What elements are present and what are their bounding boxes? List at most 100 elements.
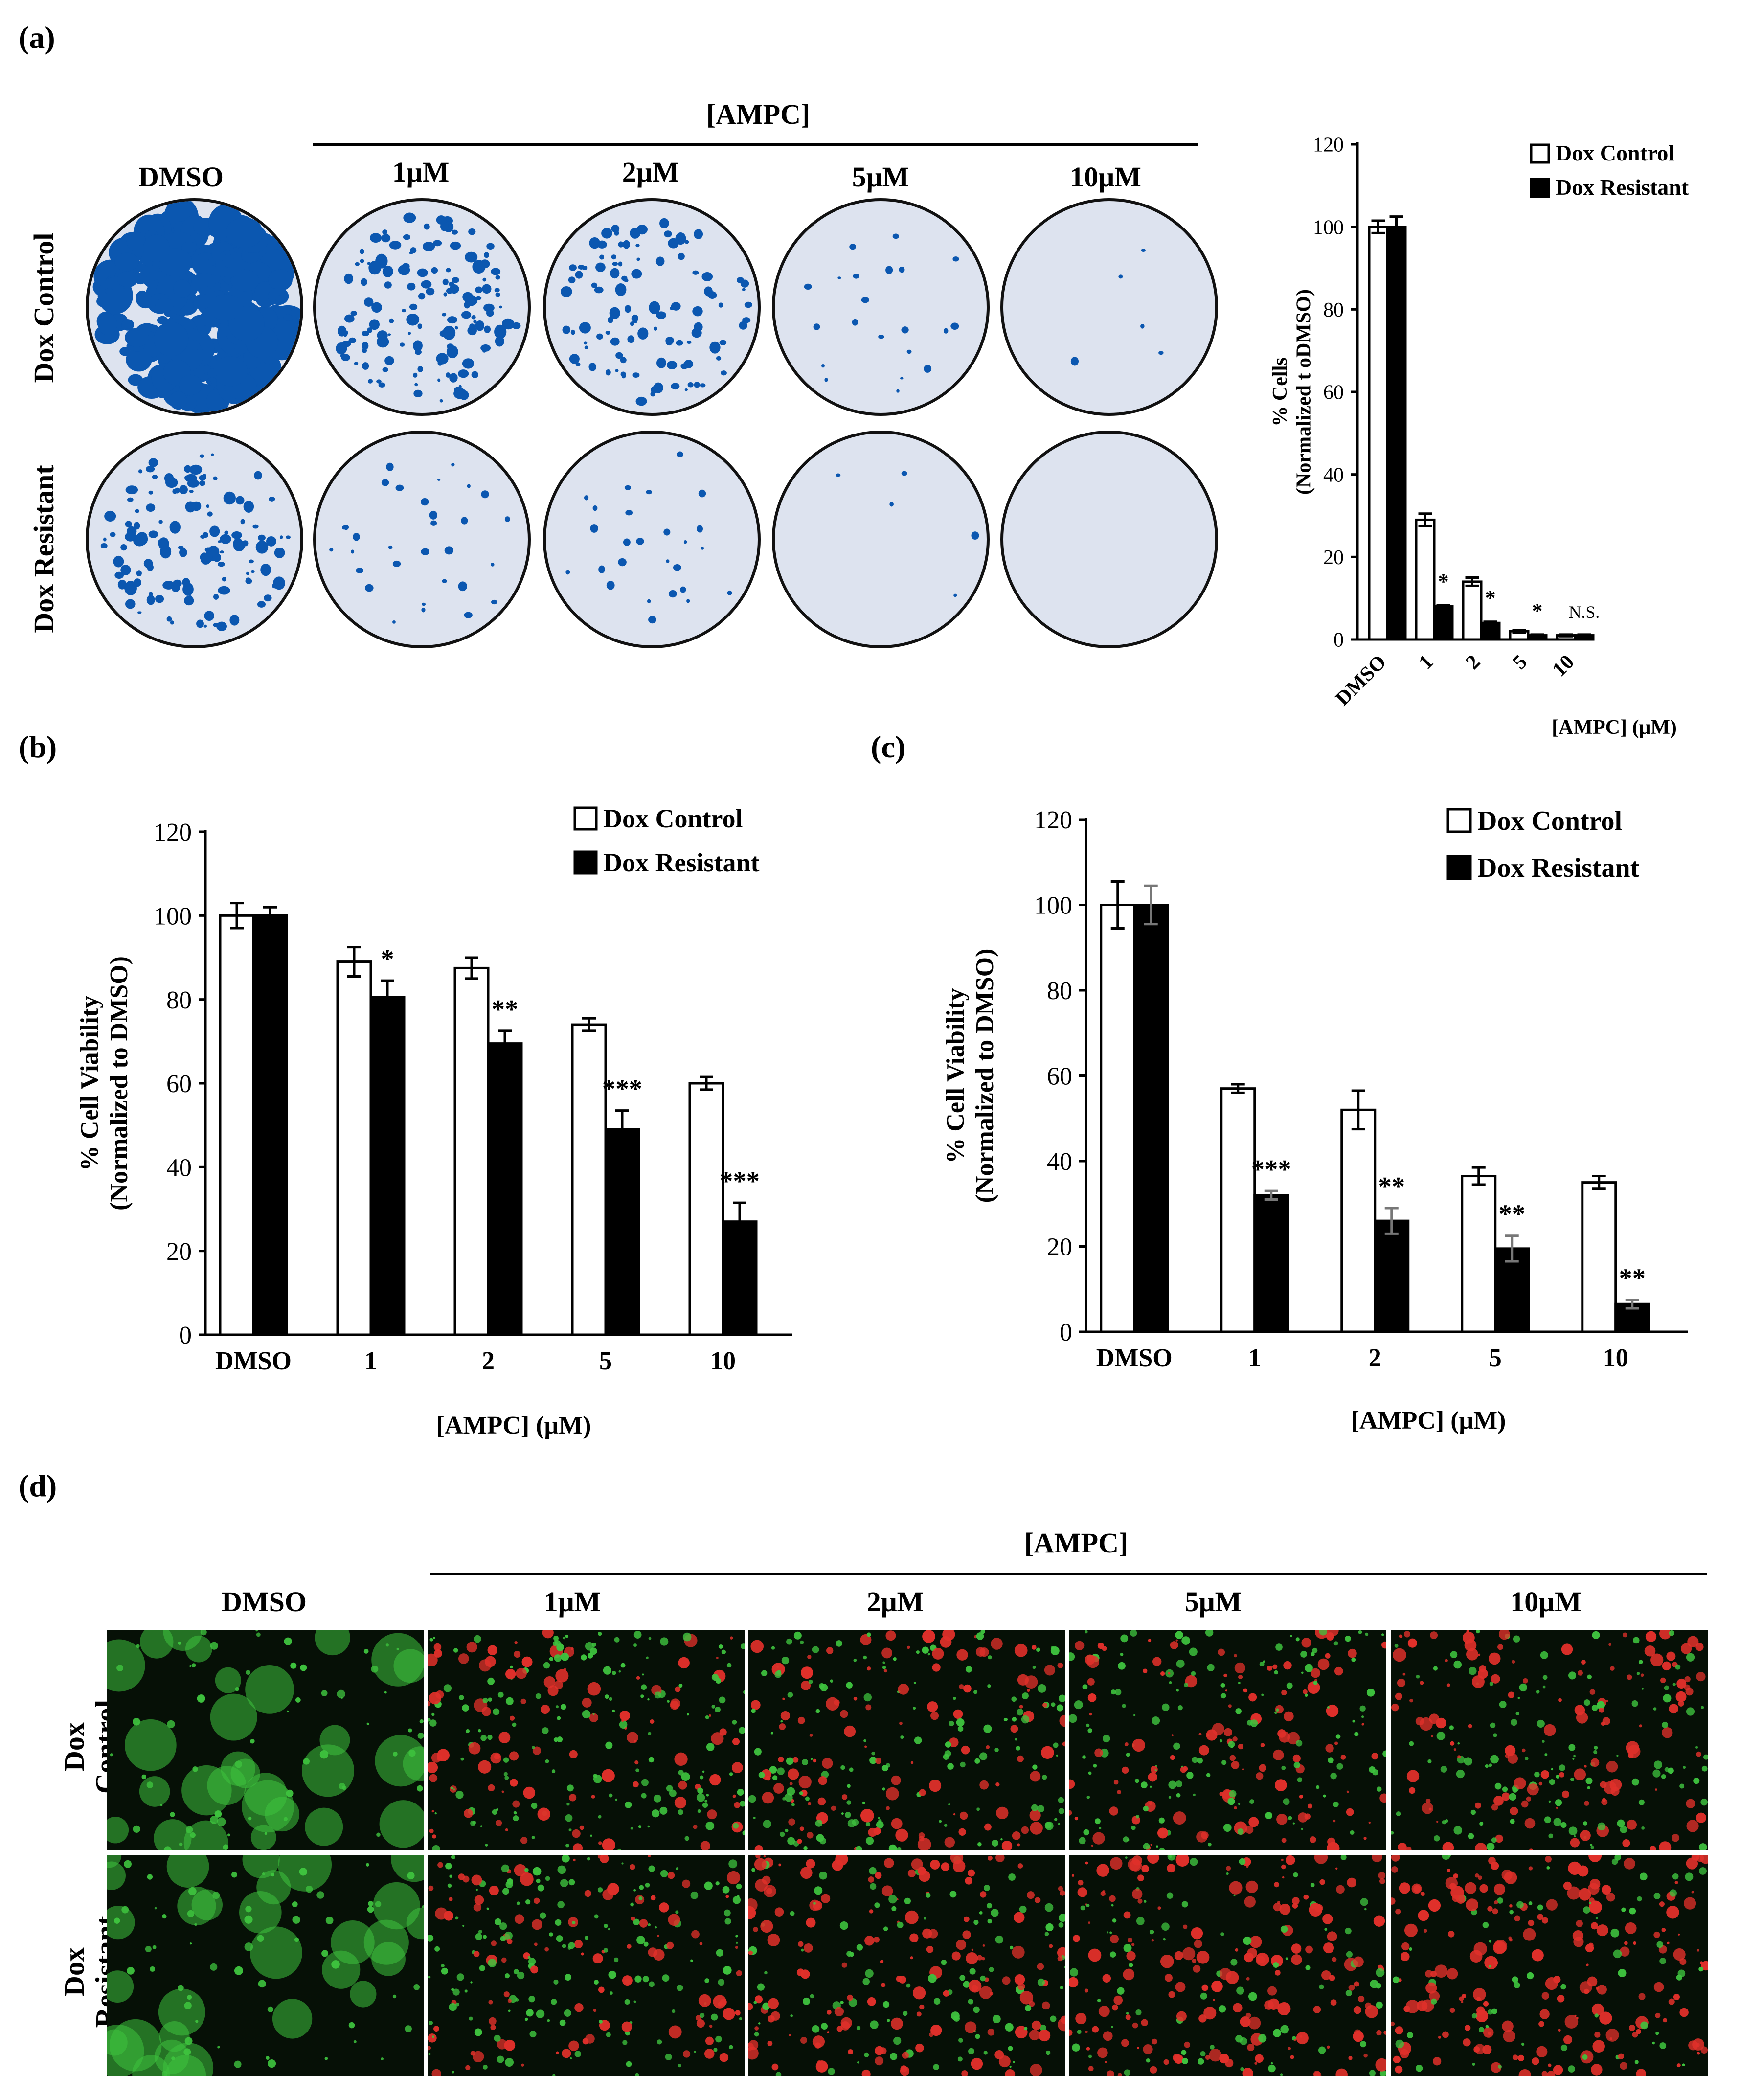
live-cell — [292, 1901, 298, 1907]
dead-cell — [1393, 1648, 1406, 1662]
dead-cell — [1368, 1821, 1371, 1824]
live-cell — [743, 1690, 745, 1694]
live-cell — [1637, 1896, 1642, 1902]
live-cell — [371, 1941, 406, 1976]
live-cell — [450, 1786, 453, 1789]
colony — [421, 607, 426, 613]
colony — [605, 369, 611, 376]
dead-cell — [501, 1790, 504, 1793]
colony — [601, 228, 612, 239]
dead-cell — [1413, 1885, 1421, 1893]
live-cell — [536, 2009, 545, 2018]
live-cell — [597, 1631, 602, 1636]
y-tick-label: 100 — [1313, 216, 1344, 239]
live-cell — [636, 1936, 645, 1944]
dead-cell — [1474, 1843, 1487, 1850]
dead-cell — [1058, 2018, 1065, 2032]
live-cell — [197, 1694, 205, 1703]
colony — [906, 349, 912, 354]
dead-cell — [881, 1983, 886, 1987]
x-tick-label: 2 — [482, 1347, 495, 1375]
colony — [625, 510, 633, 516]
colony — [582, 265, 588, 270]
dead-cell — [429, 1692, 441, 1705]
dead-cell — [1644, 1645, 1656, 1657]
dead-cell — [1219, 1792, 1224, 1796]
dead-cell — [835, 1855, 848, 1866]
live-cell — [1381, 1633, 1384, 1636]
live-cell — [562, 1855, 570, 1863]
live-cell — [1639, 1872, 1648, 1881]
colony — [432, 240, 442, 247]
dead-cell — [968, 1869, 975, 1877]
dead-cell — [1151, 1766, 1158, 1773]
live-cell — [704, 1881, 713, 1890]
live-cell — [916, 1650, 920, 1654]
live-cell — [924, 1917, 926, 1920]
dead-cell — [1673, 1948, 1686, 1961]
live-cell — [736, 1941, 738, 1944]
dead-cell — [1291, 1943, 1302, 1954]
live-cell — [836, 1640, 843, 1647]
dead-cell — [1510, 1806, 1518, 1816]
live-cell — [810, 1994, 814, 1999]
live-cell — [559, 2019, 566, 2026]
dead-cell — [1543, 1724, 1556, 1736]
colony — [565, 570, 570, 575]
dead-cell — [1395, 2026, 1403, 2035]
dead-cell — [1170, 1755, 1175, 1760]
colony — [744, 301, 752, 308]
dead-cell — [556, 2051, 559, 2054]
live-cell — [1548, 1800, 1551, 1803]
dead-cell — [860, 1808, 874, 1823]
dead-cell — [629, 1864, 635, 1870]
dead-cell — [668, 2025, 682, 2039]
colony — [125, 485, 138, 495]
dead-cell — [1568, 1861, 1582, 1875]
live-cell — [1391, 1831, 1394, 1835]
live-cell — [620, 1663, 626, 1668]
dead-cell — [1450, 1741, 1455, 1746]
dead-cell — [986, 1745, 990, 1749]
live-cell — [1126, 2012, 1129, 2015]
live-cell — [704, 1978, 710, 1983]
significance-label: ** — [1378, 1171, 1405, 1201]
dead-cell — [1537, 1914, 1544, 1920]
dead-cell — [1610, 1666, 1615, 1671]
dead-cell — [1493, 1940, 1508, 1954]
live-cell — [1135, 1815, 1140, 1819]
live-cell — [1226, 1872, 1229, 1875]
live-cell — [532, 1867, 542, 1876]
live-cell — [1629, 1907, 1636, 1915]
live-cell — [487, 1735, 493, 1740]
dead-cell — [1540, 1770, 1550, 1779]
live-cell — [1143, 1843, 1150, 1850]
dead-cell — [1150, 1844, 1152, 1846]
dead-cell — [1335, 1867, 1338, 1870]
live-cell — [366, 1722, 369, 1725]
dead-cell — [1075, 2013, 1087, 2025]
colony — [166, 616, 172, 622]
live-cell — [973, 2006, 980, 2013]
dead-cell — [1226, 1866, 1231, 1871]
dead-cell — [507, 1939, 513, 1944]
panel-a-col-2um: 2μM — [622, 156, 679, 188]
dead-cell — [1545, 1855, 1552, 1863]
live-cell — [606, 2032, 611, 2037]
dead-cell — [1418, 1910, 1429, 1921]
live-cell — [1663, 1694, 1672, 1703]
dead-cell — [864, 1936, 875, 1946]
live-cell — [525, 1899, 531, 1905]
panel-a-col-1um: 1μM — [392, 156, 450, 188]
dead-cell — [1675, 1691, 1687, 1702]
dead-cell — [1372, 1855, 1382, 1863]
dead-cell — [1027, 1689, 1030, 1692]
live-cell — [1672, 1873, 1679, 1880]
live-cell — [667, 1700, 670, 1703]
live-cell — [1181, 1636, 1190, 1645]
dead-cell — [987, 1855, 993, 1861]
dead-cell — [719, 2053, 729, 2062]
colony — [148, 458, 158, 467]
dead-cell — [748, 1950, 753, 1955]
colony — [694, 229, 703, 239]
